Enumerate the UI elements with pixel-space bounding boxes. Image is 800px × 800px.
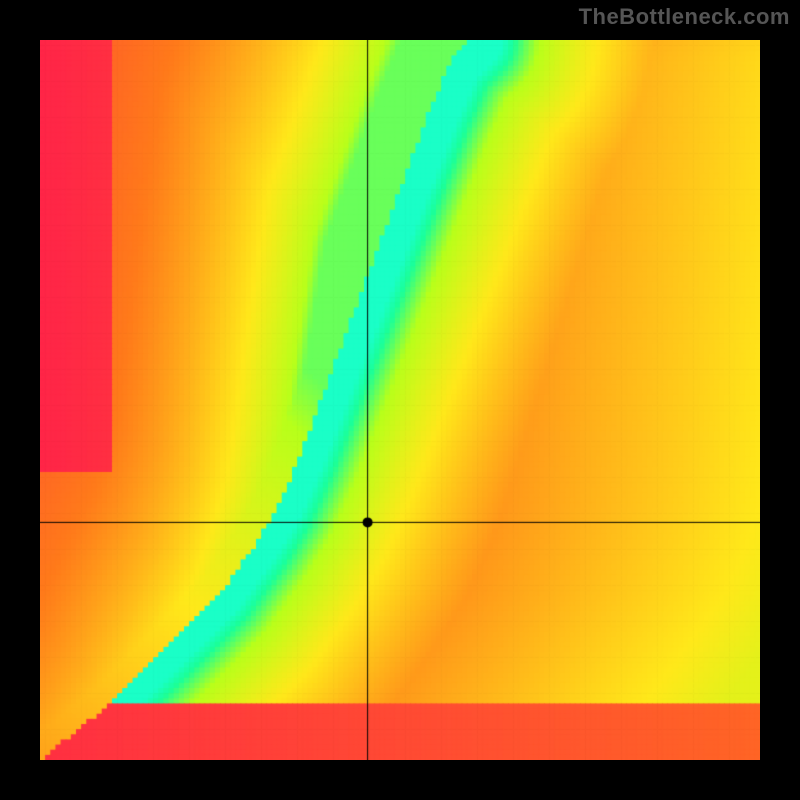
bottleneck-heatmap (40, 40, 760, 760)
watermark-text: TheBottleneck.com (579, 4, 790, 30)
